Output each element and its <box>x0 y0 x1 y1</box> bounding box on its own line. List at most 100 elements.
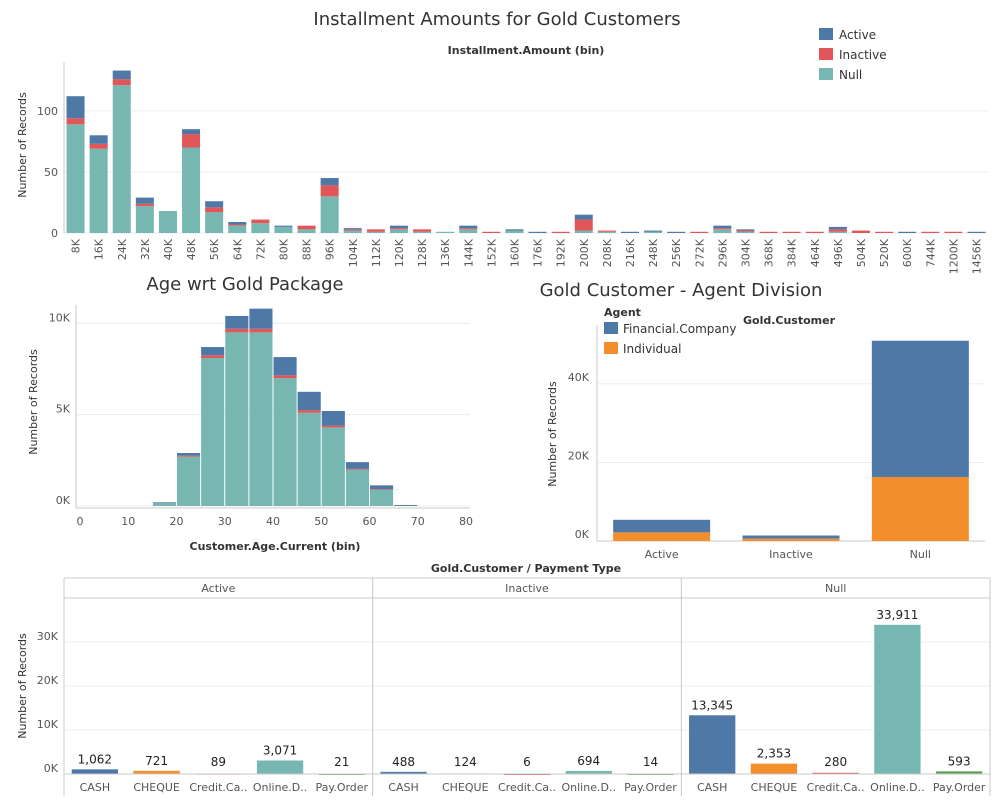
bar-segment-active[interactable] <box>343 228 362 230</box>
bar-segment-inactive[interactable] <box>851 230 870 233</box>
bar-segment-active[interactable] <box>205 201 224 208</box>
bar-segment-active[interactable] <box>736 229 755 231</box>
bar-segment-null[interactable] <box>177 456 201 506</box>
bar-segment-active[interactable] <box>713 225 732 229</box>
bar-segment-null[interactable] <box>644 231 663 233</box>
bar-segment-inactive[interactable] <box>251 219 270 224</box>
bar-segment-active[interactable] <box>225 315 249 329</box>
bar-segment-inactive[interactable] <box>225 328 249 333</box>
bar-payorder[interactable] <box>935 771 983 774</box>
bar-segment-inactive[interactable] <box>597 230 616 232</box>
bar-segment-active[interactable] <box>898 231 917 233</box>
bar-segment-null[interactable] <box>66 124 85 233</box>
bar-segment-individual[interactable] <box>742 538 840 541</box>
bar-segment-null[interactable] <box>152 503 176 506</box>
bar-onlined[interactable] <box>565 770 612 774</box>
bar-segment-inactive[interactable] <box>135 203 154 207</box>
bar-segment-active[interactable] <box>177 453 201 456</box>
bar-segment-individual[interactable] <box>613 532 711 541</box>
bar-segment-null[interactable] <box>413 231 432 233</box>
bar-segment-active[interactable] <box>667 231 686 233</box>
bar-segment-inactive[interactable] <box>297 225 316 230</box>
bar-segment-null[interactable] <box>158 211 177 233</box>
bar-segment-active[interactable] <box>274 225 293 227</box>
bar-segment-inactive[interactable] <box>805 231 824 233</box>
bar-segment-active[interactable] <box>345 462 369 469</box>
bar-segment-active[interactable] <box>505 229 524 231</box>
bar-segment-financial-company[interactable] <box>742 535 840 539</box>
bar-segment-null[interactable] <box>89 148 108 233</box>
bar-segment-active[interactable] <box>66 96 85 119</box>
bar-segment-active[interactable] <box>459 225 478 229</box>
bar-segment-null[interactable] <box>459 229 478 233</box>
bar-segment-inactive[interactable] <box>112 79 131 86</box>
bar-segment-inactive[interactable] <box>182 134 201 148</box>
bar-segment-inactive[interactable] <box>66 118 85 125</box>
bar-segment-null[interactable] <box>574 230 593 233</box>
bar-segment-active[interactable] <box>644 230 663 232</box>
bar-segment-null[interactable] <box>249 332 273 506</box>
bar-segment-null[interactable] <box>713 229 732 233</box>
bar-segment-inactive[interactable] <box>366 229 385 232</box>
bar-segment-null[interactable] <box>321 427 345 506</box>
bar-segment-null[interactable] <box>273 378 297 506</box>
bar-segment-null[interactable] <box>736 231 755 233</box>
bar-segment-inactive[interactable] <box>690 231 709 233</box>
bar-segment-active[interactable] <box>389 225 408 229</box>
bar-segment-active[interactable] <box>528 231 547 233</box>
bar-segment-active[interactable] <box>182 129 201 135</box>
bar-segment-active[interactable] <box>620 231 639 233</box>
bar-segment-active[interactable] <box>967 231 986 233</box>
bar-segment-active[interactable] <box>320 178 339 186</box>
bar-segment-active[interactable] <box>394 505 418 506</box>
bar-segment-inactive[interactable] <box>343 229 362 231</box>
bar-segment-null[interactable] <box>366 231 385 233</box>
bar-segment-active[interactable] <box>249 308 273 329</box>
bar-segment-null[interactable] <box>251 223 270 233</box>
bar-segment-inactive[interactable] <box>574 219 593 231</box>
bar-segment-null[interactable] <box>274 226 293 233</box>
bar-segment-null[interactable] <box>436 231 455 233</box>
bar-segment-inactive[interactable] <box>713 228 732 230</box>
bar-onlined[interactable] <box>874 624 921 774</box>
bar-segment-inactive[interactable] <box>370 489 394 490</box>
bar-segment-inactive[interactable] <box>482 231 501 233</box>
bar-segment-null[interactable] <box>343 230 362 233</box>
bar-onlined[interactable] <box>256 760 304 774</box>
bar-segment-active[interactable] <box>135 197 154 204</box>
bar-segment-null[interactable] <box>597 231 616 233</box>
bar-segment-active[interactable] <box>273 357 297 376</box>
bar-segment-inactive[interactable] <box>875 231 894 233</box>
bar-segment-null[interactable] <box>297 412 321 506</box>
bar-segment-active[interactable] <box>297 391 321 411</box>
bar-segment-financial-company[interactable] <box>871 340 969 477</box>
bar-segment-null[interactable] <box>225 332 249 506</box>
bar-cash[interactable] <box>380 771 427 774</box>
bar-segment-active[interactable] <box>828 226 847 230</box>
bar-segment-inactive[interactable] <box>201 355 225 358</box>
bar-segment-null[interactable] <box>345 469 369 506</box>
bar-segment-active[interactable] <box>112 70 131 80</box>
bar-segment-active[interactable] <box>152 502 176 504</box>
bar-segment-financial-company[interactable] <box>613 519 711 533</box>
bar-segment-null[interactable] <box>828 231 847 233</box>
bar-segment-inactive[interactable] <box>551 231 570 233</box>
bar-cash[interactable] <box>689 715 736 774</box>
bar-segment-inactive[interactable] <box>228 224 247 226</box>
bar-segment-inactive[interactable] <box>177 455 201 457</box>
bar-cheque[interactable] <box>750 763 798 774</box>
bar-segment-individual[interactable] <box>871 476 969 541</box>
bar-segment-inactive[interactable] <box>273 375 297 379</box>
bar-segment-null[interactable] <box>389 229 408 233</box>
bar-segment-active[interactable] <box>228 222 247 225</box>
bar-segment-inactive[interactable] <box>828 229 847 232</box>
bar-segment-inactive[interactable] <box>921 231 940 233</box>
bar-segment-null[interactable] <box>505 230 524 233</box>
bar-segment-active[interactable] <box>370 485 394 490</box>
bar-segment-null[interactable] <box>205 212 224 233</box>
bar-segment-inactive[interactable] <box>459 228 478 230</box>
bar-segment-inactive[interactable] <box>413 229 432 232</box>
bar-segment-inactive[interactable] <box>297 410 321 413</box>
bar-segment-inactive[interactable] <box>205 207 224 213</box>
bar-segment-inactive[interactable] <box>345 468 369 470</box>
